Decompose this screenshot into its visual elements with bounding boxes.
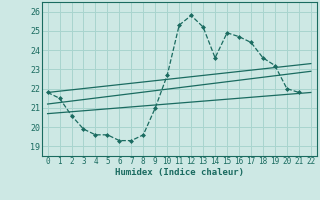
X-axis label: Humidex (Indice chaleur): Humidex (Indice chaleur) — [115, 168, 244, 177]
